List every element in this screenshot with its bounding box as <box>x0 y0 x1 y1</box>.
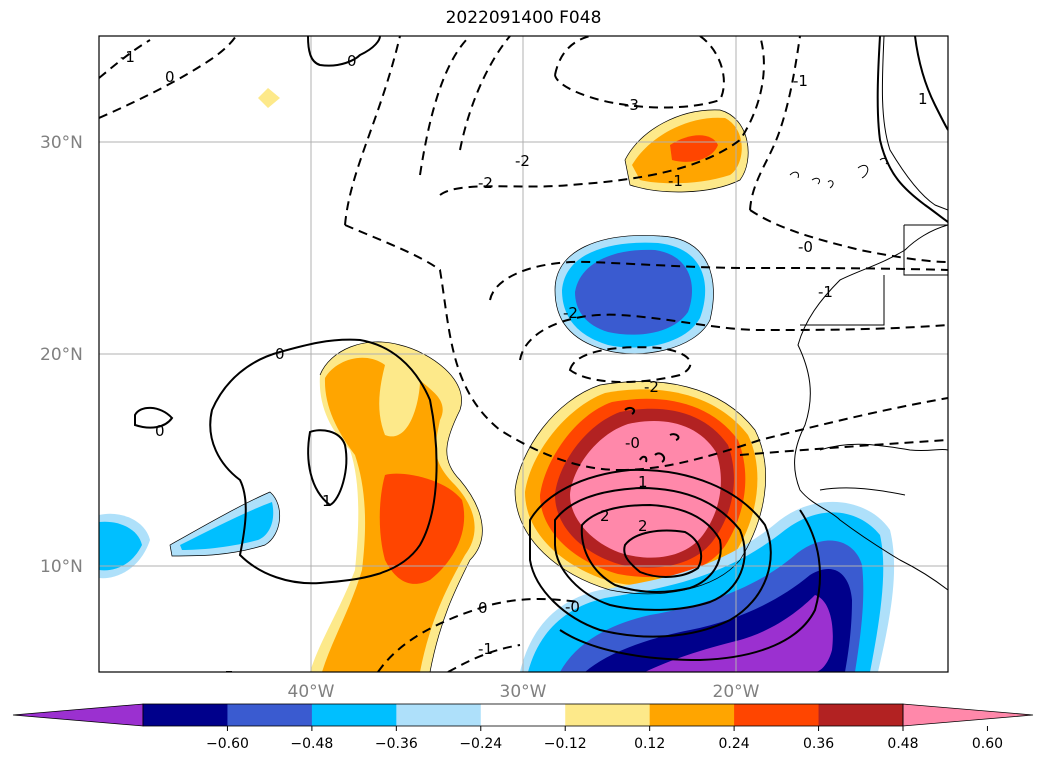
contour-label: 0 <box>275 345 285 363</box>
field-outlines <box>169 109 766 672</box>
contour-label: 0 <box>155 422 165 440</box>
contour-label: 0 <box>478 599 488 617</box>
colorbar-tick-label: −0.60 <box>206 736 249 752</box>
contour-label: 2 <box>638 517 648 535</box>
contour-label: 1 <box>918 90 928 108</box>
contour-label: 0 <box>165 68 175 86</box>
negative-contours <box>99 36 948 672</box>
colorbar-tick-label: 0.36 <box>803 736 834 752</box>
contour-label: -2 <box>644 378 659 396</box>
contour-label: 0 <box>347 52 357 70</box>
colorbar-segment <box>480 704 566 726</box>
contour-label: -0 <box>565 598 580 616</box>
positive-contours <box>134 36 948 662</box>
colorbar-segment <box>734 704 820 726</box>
colorbar-extend-high <box>902 703 1034 727</box>
colorbar-segment <box>818 704 904 726</box>
contour-label: -0 <box>625 434 640 452</box>
colorbar: −0.60 −0.48 −0.36 −0.24 −0.12 0.12 0.24 0.36 0.4… <box>12 703 1034 752</box>
colorbar-segment <box>311 704 397 726</box>
coastlines <box>789 36 948 591</box>
contour-label: -1 <box>793 72 808 90</box>
contour-label: -2 <box>478 174 493 192</box>
contour-label: -2 <box>563 304 578 322</box>
lon-label-40w: 40°W <box>288 682 335 702</box>
contour-labels: -1 0 0 -3 -2 -2 -1 -1 -0 -1 -2 -2 0 0 1 … <box>120 48 928 658</box>
map-title: 2022091400 F048 <box>445 8 602 28</box>
contour-label: -0 <box>798 238 813 256</box>
lat-label-10n: 10°N <box>40 557 83 577</box>
contour-label: 2 <box>600 507 610 525</box>
colorbar-tick-label: 0.24 <box>719 736 750 752</box>
contour-label: -1 <box>668 172 683 190</box>
colorbar-tick-label: −0.36 <box>375 736 418 752</box>
contour-label: -1 <box>818 283 833 301</box>
map-frame <box>98 35 949 673</box>
filled-anomaly-field <box>99 88 895 672</box>
lon-label-30w: 30°W <box>500 682 547 702</box>
colorbar-frame <box>142 703 904 727</box>
contour-label: -2 <box>515 152 530 170</box>
colorbar-segment <box>396 704 482 726</box>
colorbar-segment <box>649 704 735 726</box>
colorbar-tick-label: −0.48 <box>290 736 333 752</box>
lat-label-20n: 20°N <box>40 345 83 365</box>
colorbar-extend-low <box>12 703 144 727</box>
contour-label: -1 <box>478 640 493 658</box>
colorbar-tick-label: 0.60 <box>972 736 1003 752</box>
contour-label: -1 <box>120 48 135 66</box>
colorbar-tick-label: 0.48 <box>887 736 918 752</box>
colorbar-segment <box>565 704 651 726</box>
colorbar-tick-label: −0.12 <box>544 736 587 752</box>
contour-label: -3 <box>624 96 639 114</box>
colorbar-tick-label: 0.12 <box>634 736 665 752</box>
colorbar-tick-label: −0.24 <box>459 736 502 752</box>
lat-label-30n: 30°N <box>40 133 83 153</box>
lon-label-20w: 20°W <box>713 682 760 702</box>
colorbar-segment <box>143 704 228 726</box>
contour-label: 1 <box>638 473 648 491</box>
colorbar-segment <box>227 704 313 726</box>
contour-label: 1 <box>322 492 332 510</box>
